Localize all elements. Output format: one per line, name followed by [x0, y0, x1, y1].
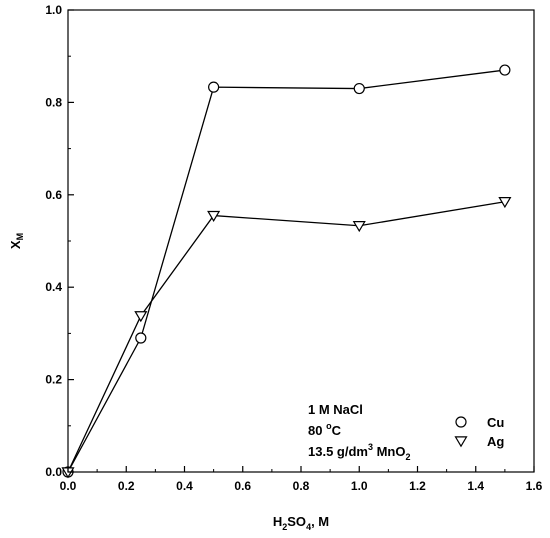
x-axis-label-sub1: 2	[282, 522, 287, 532]
x-axis-label-tail: , M	[311, 514, 329, 529]
legend-label-cu: Cu	[487, 415, 504, 430]
legend: Cu Ag	[454, 415, 504, 449]
x-tick-label: 1.4	[467, 479, 484, 493]
series-line-cu	[67, 69, 505, 473]
y-tick-label: 0.0	[45, 465, 62, 479]
annotation-temperature-unit: C	[332, 423, 342, 438]
data-point-ag	[134, 311, 148, 323]
x-tick-label: 0.8	[293, 479, 310, 493]
data-point-cu	[135, 332, 147, 344]
data-point-ag	[498, 197, 512, 209]
y-axis-label-main: X	[8, 240, 23, 249]
x-tick-label: 0.0	[60, 479, 77, 493]
x-tick-label: 1.2	[409, 479, 426, 493]
y-tick-label: 0.4	[45, 280, 62, 294]
annotation-temperature-value: 80	[308, 423, 326, 438]
plot-frame	[67, 9, 535, 473]
x-axis-label-mid: SO	[287, 514, 306, 529]
legend-marker-cu	[455, 416, 467, 428]
x-tick-label: 1.0	[351, 479, 368, 493]
data-point-cu	[353, 82, 365, 95]
legend-label-ag: Ag	[487, 434, 504, 449]
ticks-layer: 0.0 0.2 0.4 0.6 0.8 1.0 1.2 1.4 1.6 0.0 0.2 0.4 0.6 0…	[45, 3, 542, 493]
legend-marker-ag	[454, 436, 468, 448]
annotation-mno2-sub: 2	[405, 452, 410, 462]
x-tick-label: 1.6	[526, 479, 543, 493]
x-axis-label-sub2: 4	[306, 522, 311, 532]
series-layer	[61, 64, 512, 479]
data-point-ag	[207, 210, 221, 222]
annotation-temperature: 80 oC	[308, 421, 342, 438]
y-tick-label: 1.0	[45, 3, 62, 17]
annotation-temperature-degree: o	[326, 421, 332, 431]
y-tick-label: 0.6	[45, 188, 62, 202]
annotation-nacl: 1 M NaCl	[308, 402, 363, 417]
data-point-ag	[352, 221, 366, 233]
annotation-mno2-mid: MnO	[373, 444, 406, 459]
annotation-mno2-value: 13.5 g/dm	[308, 444, 368, 459]
y-tick-label: 0.8	[45, 95, 62, 109]
series-line-ag	[67, 201, 505, 473]
annotation-mno2-exp: 3	[368, 442, 373, 452]
x-tick-label: 0.4	[176, 479, 193, 493]
y-tick-label: 0.2	[45, 373, 62, 387]
data-point-cu	[208, 81, 220, 93]
x-tick-label: 0.6	[234, 479, 251, 493]
annotation-mno2: 13.5 g/dm3 MnO2	[308, 442, 411, 462]
x-axis-label: H2SO4, M	[273, 514, 329, 532]
y-axis-label: XM	[8, 233, 25, 249]
x-tick-label: 0.2	[118, 479, 135, 493]
conditions-annotation: 1 M NaCl 80 oC 13.5 g/dm3 MnO2	[308, 402, 411, 462]
x-axis-label-main: H	[273, 514, 282, 529]
data-point-cu	[499, 64, 511, 76]
y-axis-label-sub: M	[15, 233, 25, 241]
